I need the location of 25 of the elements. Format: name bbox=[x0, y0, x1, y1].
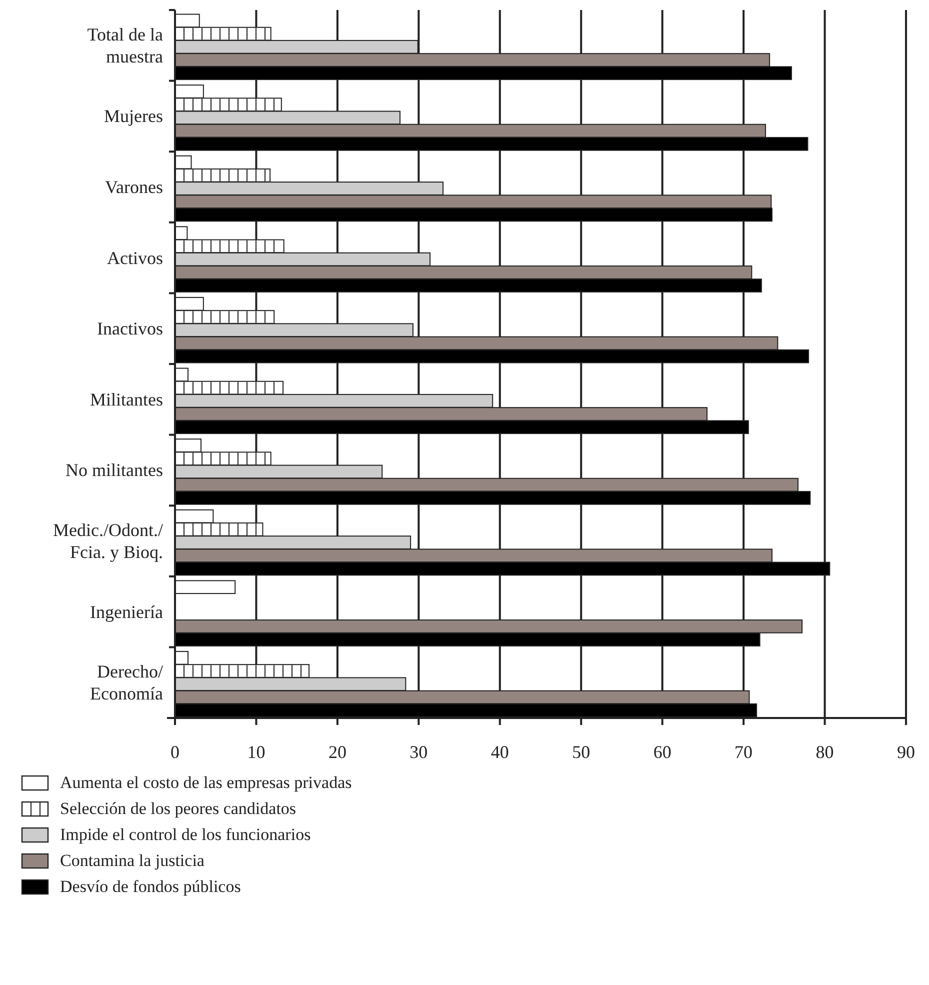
legend-label: Impide el control de los funcionarios bbox=[60, 825, 311, 844]
y-tick-label: Mujeres bbox=[104, 106, 163, 126]
x-tick-label: 90 bbox=[897, 742, 915, 762]
x-tick-label: 0 bbox=[170, 742, 180, 762]
legend-label: Selección de los peores candidatos bbox=[60, 799, 296, 818]
x-tick-label: 10 bbox=[247, 742, 266, 762]
x-tick-label: 20 bbox=[328, 742, 346, 762]
y-tick-label: Ingeniería bbox=[90, 602, 163, 622]
y-tick-label: Militantes bbox=[90, 389, 163, 410]
y-tick-label: Total de la muestra bbox=[87, 24, 164, 66]
y-tick-label: Derecho/ Economía bbox=[90, 662, 163, 704]
x-tick-label: 60 bbox=[653, 742, 672, 762]
y-tick-label: Varones bbox=[105, 177, 163, 197]
y-tick-label: Medic./Odont./ Fcia. y Bioq. bbox=[53, 520, 163, 562]
x-tick-label: 40 bbox=[490, 742, 509, 762]
x-tick-label: 30 bbox=[410, 742, 428, 762]
x-tick-label: 80 bbox=[816, 742, 834, 762]
legend-label: Contamina la justicia bbox=[60, 851, 205, 870]
y-tick-label: Activos bbox=[107, 248, 163, 268]
x-tick-label: 70 bbox=[734, 742, 753, 762]
y-tick-label: No militantes bbox=[66, 460, 163, 480]
legend-label: Aumenta el costo de las empresas privadas bbox=[60, 773, 352, 792]
x-tick-label: 50 bbox=[572, 742, 590, 762]
y-tick-label: Inactivos bbox=[97, 318, 163, 339]
legend-label: Desvío de fondos públicos bbox=[60, 877, 241, 896]
